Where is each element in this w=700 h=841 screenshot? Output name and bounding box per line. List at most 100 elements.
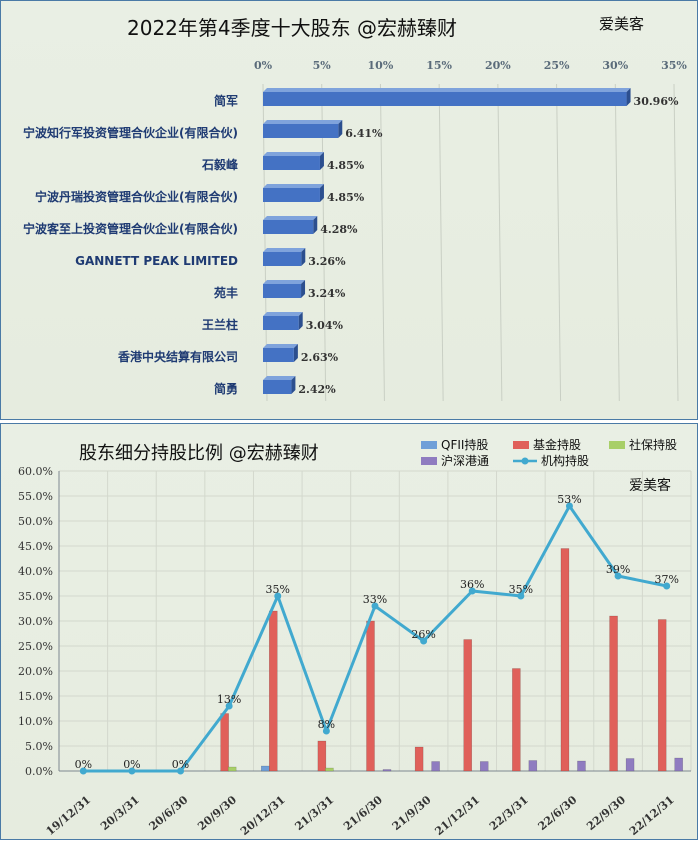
institutional-point <box>79 767 87 775</box>
bar-top-face <box>263 312 303 316</box>
hk-connect-bar <box>577 760 586 772</box>
x-tick-label: 5% <box>313 59 332 72</box>
institutional-label: 39% <box>606 563 630 576</box>
x-tick-label: 20/9/30 <box>195 793 239 833</box>
x-tick-label: 20% <box>485 59 511 72</box>
legend-inst-label: 机构持股 <box>541 454 590 468</box>
bar-value-label: 4.28% <box>320 223 358 236</box>
institutional-point <box>614 572 622 580</box>
y-tick-label: 30.0% <box>18 615 53 628</box>
legend-fund: 基金持股 <box>513 436 581 453</box>
x-gridline <box>673 83 679 402</box>
bar-side-face <box>338 120 343 138</box>
bar-side-face <box>626 88 631 106</box>
fund-bar <box>317 740 327 772</box>
institutional-point <box>663 582 671 590</box>
x-tick-label: 25% <box>544 59 570 72</box>
bar-side-face <box>313 216 318 234</box>
fund-bar <box>220 713 229 772</box>
bar-top-face <box>263 248 306 252</box>
shareholder-bar <box>263 284 302 298</box>
institutional-label: 35% <box>266 583 290 596</box>
bottom-chart-brand: 爱美客 <box>629 478 671 494</box>
category-label: 香港中央结算有限公司 <box>117 349 238 364</box>
y-tick-label: 25.0% <box>18 640 53 653</box>
x-tick-label: 20/12/31 <box>238 793 288 838</box>
institutional-label: 33% <box>363 593 387 606</box>
institutional-label: 53% <box>557 493 581 506</box>
legend-qfii-label: QFII持股 <box>441 438 489 452</box>
x-tick-label: 0% <box>254 59 273 72</box>
bar-top-face <box>263 152 324 156</box>
top-ten-shareholders-panel: 2022年第4季度十大股东 @宏赫臻财 爱美客 0% 5% 10% 15% 20% 25%… <box>0 0 698 420</box>
bar-value-label: 3.26% <box>308 255 346 268</box>
institutional-point <box>274 592 282 600</box>
category-label: 简军 <box>214 93 238 108</box>
category-label: 石毅峰 <box>201 157 239 172</box>
x-tick-label: 21/6/30 <box>341 793 385 833</box>
legend-social: 社保持股 <box>609 436 677 453</box>
x-tick-label: 21/12/31 <box>432 793 482 838</box>
bar-top-face <box>263 88 631 92</box>
institutional-point <box>468 587 476 595</box>
x-gridline <box>614 83 620 402</box>
social-security-bar <box>325 767 334 772</box>
bar-side-face <box>319 184 324 202</box>
bar-side-face <box>301 280 306 298</box>
institutional-label: 26% <box>411 628 435 641</box>
legend-inst: 机构持股 <box>513 452 589 469</box>
bar-side-face <box>293 344 298 362</box>
y-tick-label: 20.0% <box>18 665 53 678</box>
bar-value-label: 3.04% <box>306 319 344 332</box>
x-gridline <box>379 83 385 402</box>
x-tick-label: 22/12/31 <box>627 793 677 838</box>
shareholder-bar <box>263 220 314 234</box>
top-ten-bar-chart: 0% 5% 10% 15% 20% 25% 30% 35% 简军 30.96% 宁波知行军投资管理合… <box>23 59 687 402</box>
institutional-label: 37% <box>654 573 678 586</box>
institutional-label: 13% <box>217 693 241 706</box>
bar-top-face <box>263 344 298 348</box>
x-tick-label: 35% <box>661 59 687 72</box>
legend-social-label: 社保持股 <box>629 438 678 452</box>
x-tick-label: 15% <box>426 59 452 72</box>
bar-value-label: 2.63% <box>301 351 339 364</box>
fund-bar <box>560 548 570 772</box>
shareholder-breakdown-chart: 0.0% 5.0% 10.0% 15.0% 20.0% 25.0% 30.0% 35.0% 40… <box>18 465 692 838</box>
bar-value-label: 4.85% <box>327 159 365 172</box>
x-tick-label: 22/9/30 <box>584 793 628 833</box>
category-label: 简勇 <box>214 381 238 396</box>
hk-connect-bar <box>674 757 683 772</box>
bar-top-face <box>263 376 296 380</box>
institutional-label: 36% <box>460 578 484 591</box>
y-tick-label: 15.0% <box>18 690 53 703</box>
legend-social-swatch <box>609 440 625 449</box>
x-gridline <box>438 83 444 402</box>
institutional-label: 35% <box>509 583 533 596</box>
y-tick-label: 40.0% <box>18 565 53 578</box>
fund-bar <box>414 746 424 772</box>
x-tick-label: 22/3/31 <box>487 793 531 833</box>
bar-side-face <box>291 376 296 394</box>
top-chart-title: 2022年第4季度十大股东 @宏赫臻财 <box>127 16 457 40</box>
category-label: 王兰柱 <box>202 317 238 332</box>
hk-connect-bar <box>382 769 392 772</box>
fund-bar <box>657 619 667 772</box>
category-label: 宁波客至上投资管理合伙企业(有限合伙) <box>23 221 238 236</box>
institutional-label: 0% <box>123 758 140 771</box>
bar-top-face <box>263 184 324 188</box>
y-tick-label: 60.0% <box>18 465 53 478</box>
shareholder-bar <box>263 380 292 394</box>
category-label: 苑丰 <box>214 285 238 300</box>
legend-hk-swatch <box>421 456 437 465</box>
legend-fund-label: 基金持股 <box>533 438 582 452</box>
hk-connect-bar <box>479 761 489 772</box>
bar-top-face <box>263 280 306 284</box>
hk-connect-bar <box>625 758 635 772</box>
social-security-bar <box>227 766 237 772</box>
bar-value-label: 6.41% <box>345 127 383 140</box>
y-tick-label: 45.0% <box>18 540 53 553</box>
qfii-bar <box>261 765 270 772</box>
institutional-label: 8% <box>318 718 335 731</box>
top-chart-brand: 爱美客 <box>599 15 645 33</box>
y-tick-label: 55.0% <box>18 490 53 503</box>
